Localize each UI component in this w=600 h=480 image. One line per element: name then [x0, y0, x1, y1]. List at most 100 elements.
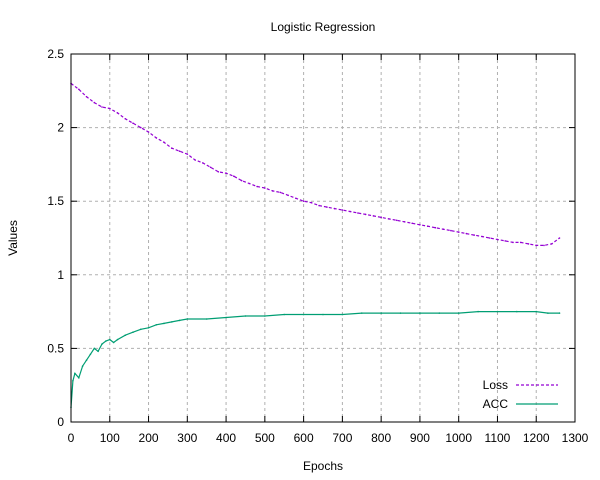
data-point-acc — [72, 380, 74, 382]
plot-frame — [70, 53, 576, 423]
data-point-loss — [233, 175, 235, 177]
data-point-loss — [209, 166, 212, 169]
x-axis-label: Epochs — [303, 459, 343, 473]
data-point-loss — [240, 179, 243, 182]
data-point-acc — [178, 319, 181, 322]
data-point-acc — [535, 310, 537, 313]
x-tick-label: 100 — [100, 431, 120, 445]
data-point-loss — [116, 112, 119, 114]
data-point-loss — [442, 228, 445, 230]
data-point-loss — [194, 159, 196, 161]
data-point-loss — [186, 153, 189, 155]
data-point-acc — [457, 312, 460, 314]
data-point-loss — [349, 210, 351, 213]
x-tick-label: 1200 — [523, 431, 550, 445]
data-point-loss — [504, 240, 507, 242]
chart-title: Logistic Regression — [271, 20, 376, 34]
grid — [71, 54, 575, 422]
data-point-acc — [105, 340, 107, 342]
x-tick-label: 0 — [68, 431, 75, 445]
x-tick-label: 1000 — [445, 431, 472, 445]
data-point-loss — [178, 150, 181, 152]
data-point-loss — [496, 238, 499, 241]
data-point-loss — [147, 131, 150, 133]
data-point-loss — [287, 194, 289, 197]
x-tick-label: 700 — [332, 431, 352, 445]
data-point-acc — [78, 377, 80, 379]
data-point-acc — [361, 312, 363, 314]
data-point-acc — [547, 312, 549, 314]
series-line-loss — [70, 82, 560, 246]
data-point-loss — [341, 209, 344, 211]
data-point-loss — [473, 234, 476, 236]
data-point-loss — [132, 122, 134, 124]
y-tick-label: 1.5 — [47, 194, 64, 208]
data-point-loss — [326, 206, 328, 208]
x-tick-label: 800 — [371, 431, 391, 445]
data-point-acc — [93, 347, 96, 350]
x-tick-label: 1300 — [562, 431, 589, 445]
data-point-loss — [419, 224, 421, 226]
data-point-loss — [124, 118, 127, 120]
x-tick-label: 400 — [216, 431, 236, 445]
data-point-acc — [140, 328, 142, 331]
data-point-acc — [496, 310, 499, 313]
data-point-loss — [481, 235, 483, 238]
data-point-loss — [357, 212, 359, 214]
x-tick-label: 200 — [139, 431, 159, 445]
data-point-loss — [163, 141, 165, 144]
data-point-loss — [78, 88, 80, 91]
data-point-acc — [186, 318, 189, 320]
data-point-loss — [217, 171, 220, 173]
x-tick-label: 900 — [410, 431, 430, 445]
data-point-loss — [388, 218, 390, 220]
data-point-loss — [271, 190, 274, 192]
legend-label-acc: ACC — [483, 397, 509, 411]
data-point-loss — [256, 185, 258, 188]
x-tick-label: 1100 — [485, 431, 511, 445]
data-point-loss — [93, 101, 96, 104]
data-point-loss — [225, 172, 227, 174]
data-point-loss — [155, 137, 158, 139]
data-point-acc — [380, 312, 383, 314]
data-point-acc — [132, 331, 134, 334]
data-point-acc — [205, 318, 208, 320]
data-point-loss — [457, 231, 460, 233]
data-point-loss — [318, 204, 320, 207]
data-point-acc — [283, 313, 286, 316]
data-point-loss — [101, 106, 103, 108]
data-point-loss — [527, 243, 530, 245]
data-point-loss — [465, 232, 468, 235]
data-point-acc — [155, 324, 158, 326]
data-point-acc — [558, 312, 561, 314]
data-point-loss — [558, 237, 561, 239]
y-tick-label: 0.5 — [47, 341, 64, 355]
data-point-acc — [112, 341, 115, 344]
series-layer — [70, 82, 561, 409]
data-point-acc — [101, 343, 103, 345]
data-point-loss — [364, 213, 367, 216]
data-point-loss — [85, 95, 88, 98]
x-tick-label: 500 — [255, 431, 275, 445]
legend-label-loss: Loss — [483, 378, 508, 392]
data-point-loss — [434, 226, 437, 229]
data-point-loss — [264, 187, 266, 189]
data-point-acc — [341, 313, 344, 316]
data-point-loss — [310, 201, 313, 204]
data-point-acc — [171, 321, 173, 323]
data-point-loss — [302, 200, 305, 202]
data-point-acc — [163, 322, 165, 325]
data-point-loss — [512, 241, 514, 244]
data-point-acc — [97, 350, 99, 353]
data-point-loss — [395, 219, 398, 222]
y-tick-label: 2.5 — [47, 47, 64, 61]
data-point-acc — [89, 353, 92, 356]
data-point-acc — [74, 372, 76, 375]
data-point-acc — [516, 310, 518, 313]
data-point-loss — [202, 162, 204, 164]
data-point-loss — [550, 243, 553, 245]
data-point-loss — [109, 107, 111, 110]
data-point-acc — [225, 316, 227, 319]
